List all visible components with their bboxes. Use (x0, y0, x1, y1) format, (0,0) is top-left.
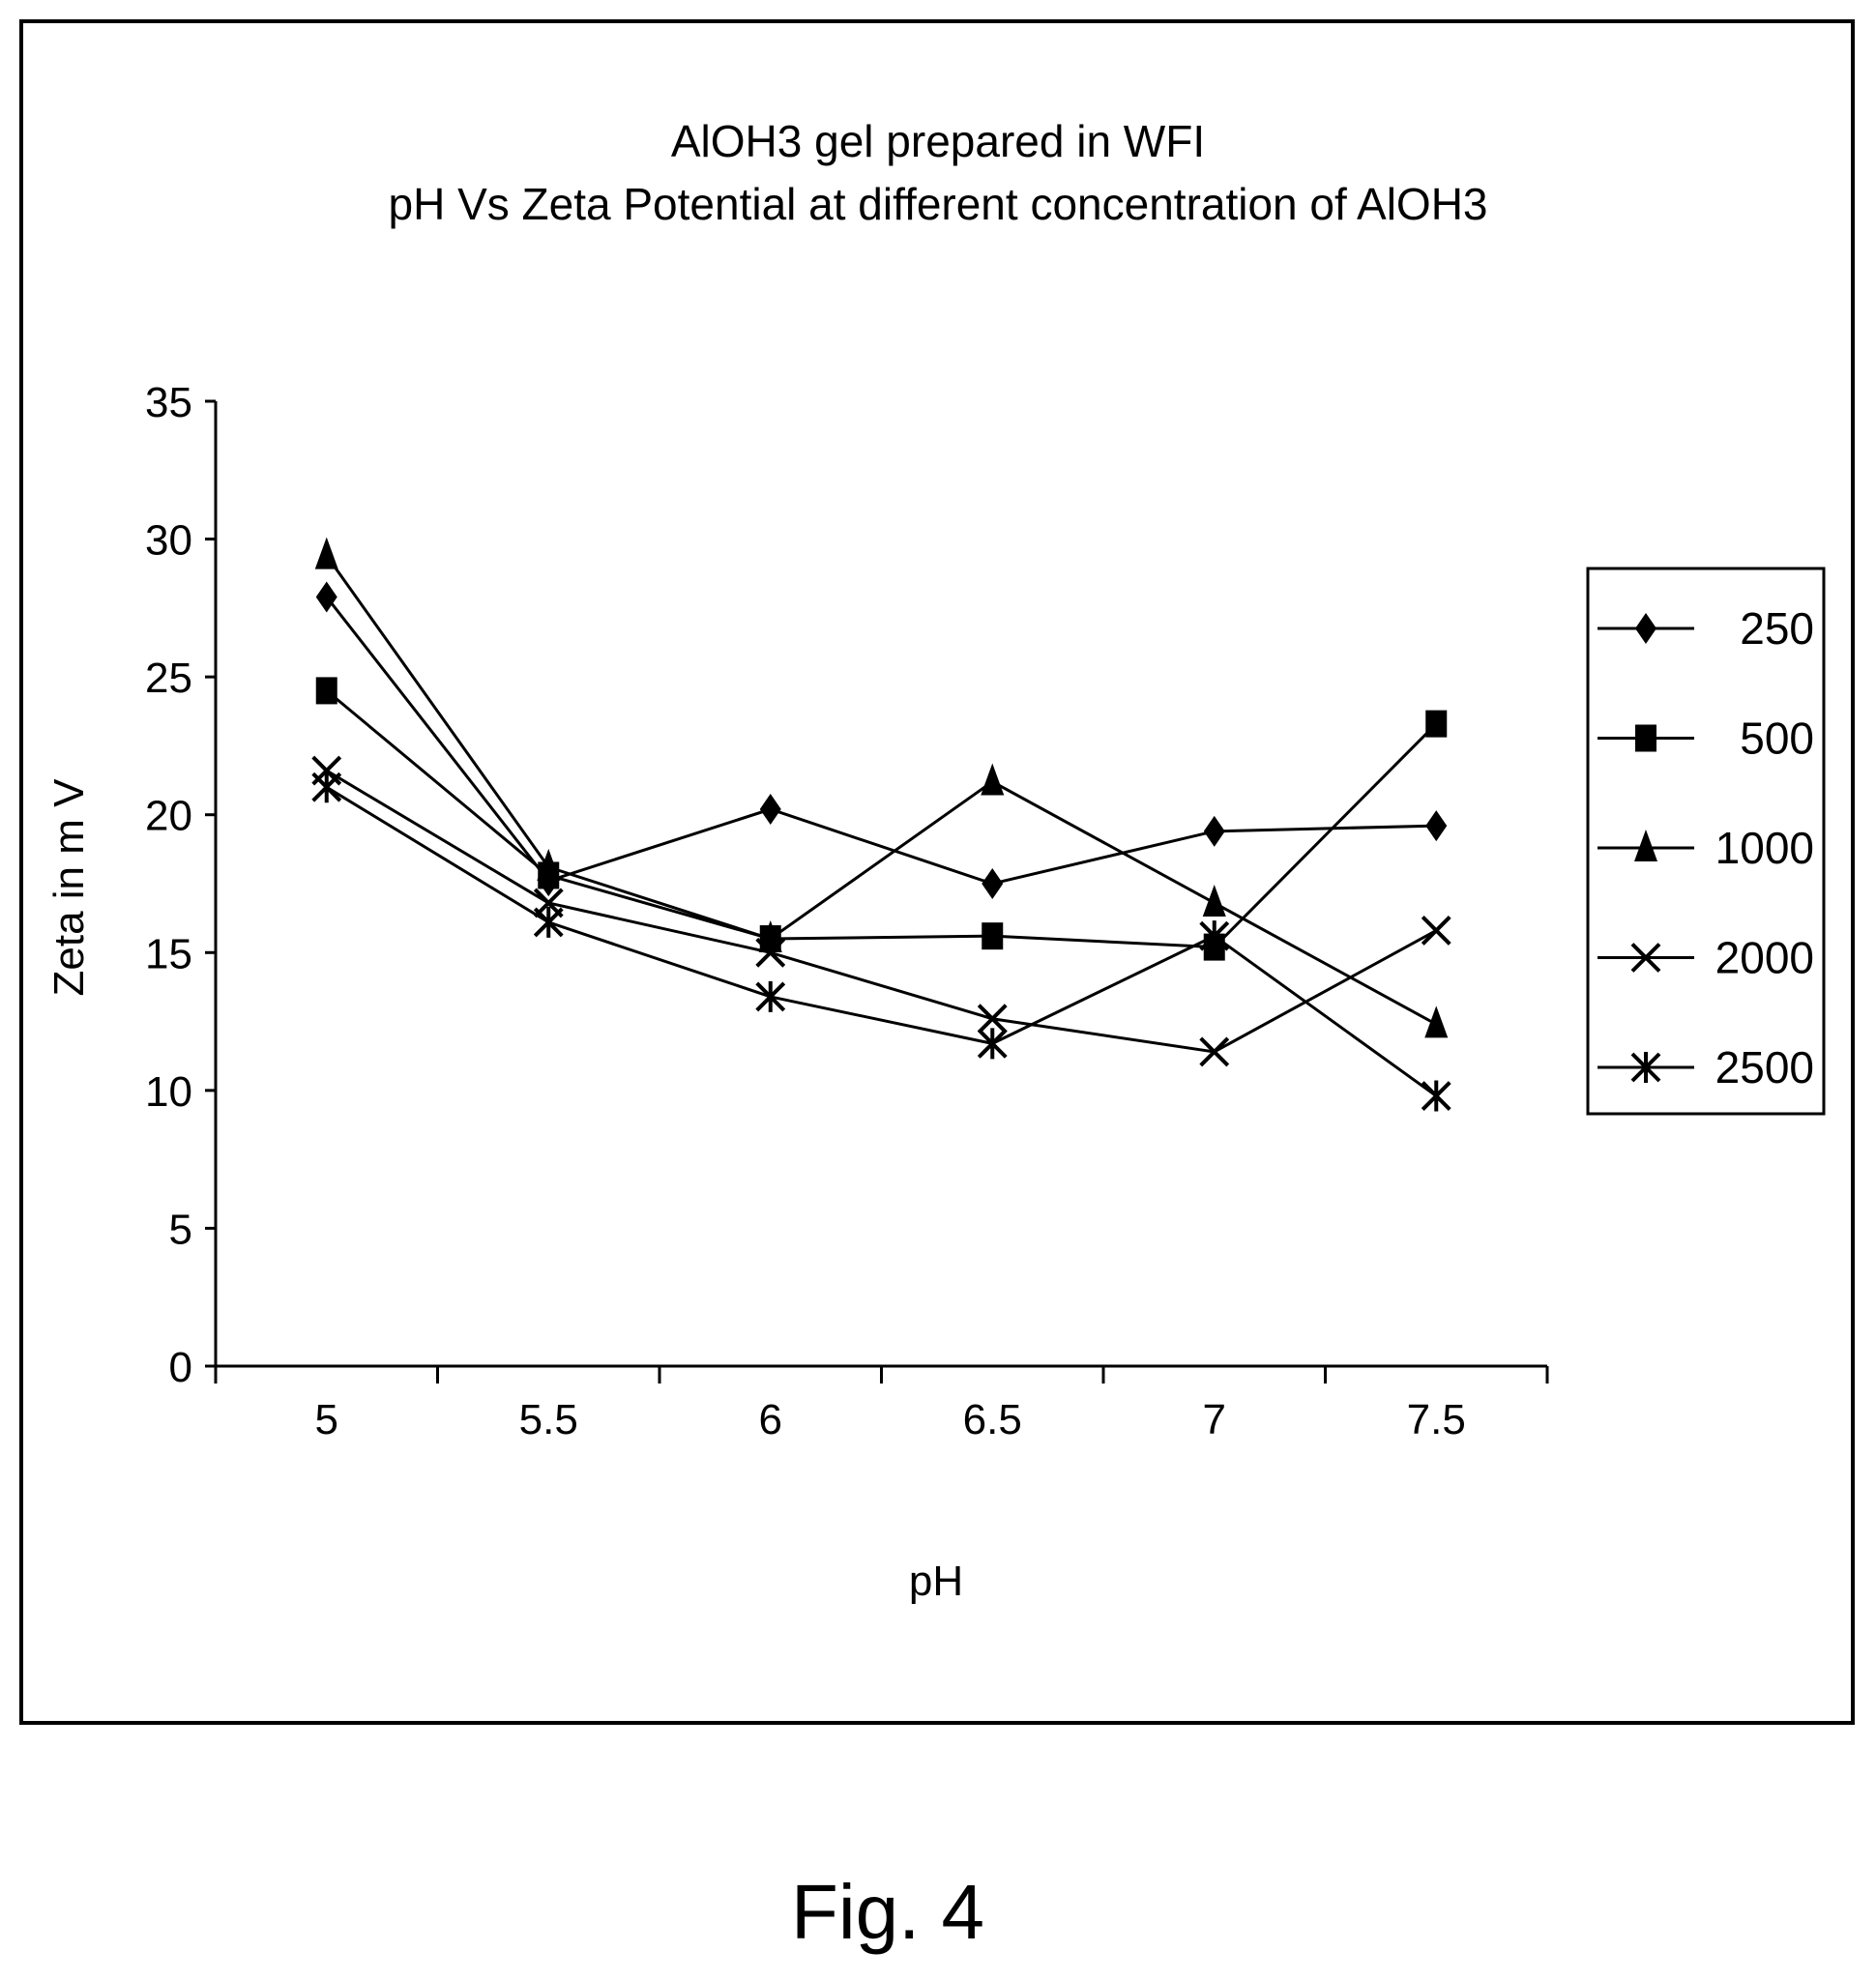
x-tick-label: 7.5 (1407, 1396, 1466, 1443)
y-tick-label: 25 (145, 655, 192, 702)
x-tick-label: 5 (315, 1396, 338, 1443)
data-point (977, 1004, 1008, 1034)
x-axis-label: pH (909, 1558, 963, 1605)
data-point (755, 937, 786, 968)
legend-label: 2500 (1715, 1042, 1814, 1092)
y-tick-label: 35 (145, 379, 192, 426)
data-point (977, 1028, 1008, 1060)
series-line (325, 689, 1438, 949)
data-point (1421, 916, 1451, 946)
data-point (1199, 920, 1230, 952)
data-point (755, 980, 786, 1012)
chart-title-line2: pH Vs Zeta Potential at different concen… (388, 179, 1487, 229)
legend-item-1000: 1000 (1598, 823, 1814, 873)
x-tick-label: 6.5 (963, 1396, 1022, 1443)
chart-frame (19, 19, 1855, 1725)
data-point (1199, 1036, 1230, 1067)
legend-marker (1635, 613, 1656, 644)
y-tick-label: 5 (169, 1206, 192, 1253)
data-point (315, 581, 337, 613)
data-point (1425, 710, 1448, 738)
data-point (1421, 1080, 1451, 1112)
series-line (325, 596, 1437, 886)
series-1000 (314, 537, 1449, 1038)
legend-label: 250 (1740, 603, 1814, 654)
data-point (982, 868, 1004, 899)
series-line (325, 785, 1438, 1097)
data-point (981, 763, 1005, 796)
legend-marker (1634, 830, 1657, 861)
series-2500 (311, 772, 1451, 1112)
legend-box (1586, 567, 1826, 1116)
data-point (537, 848, 561, 881)
data-point (314, 537, 338, 569)
data-point (1425, 810, 1448, 842)
legend-label: 2000 (1715, 933, 1814, 983)
chart-title-line1: AlOH3 gel prepared in WFI (671, 116, 1205, 166)
legend: 250 500 1000 2000 2500 (1586, 567, 1826, 1116)
y-axis-label: Zeta in m V (45, 778, 93, 997)
y-tick-label: 20 (145, 793, 192, 840)
data-point (1203, 815, 1225, 847)
legend-item-500: 500 (1598, 714, 1814, 764)
series-250 (315, 581, 1448, 899)
x-tick-label: 7 (1203, 1396, 1226, 1443)
data-point (982, 922, 1004, 950)
legend-marker (1630, 943, 1661, 973)
data-point (311, 772, 342, 803)
legend-label: 500 (1740, 714, 1814, 764)
legend-marker (1635, 724, 1656, 752)
x-tick-label: 5.5 (519, 1396, 578, 1443)
x-tick-label: 6 (759, 1396, 782, 1443)
y-tick-label: 15 (145, 930, 192, 977)
plot-area: 0 5 10 15 20 25 30 35 5 5.5 6 6.5 7 7.5 (145, 379, 1549, 1443)
data-point (533, 906, 564, 938)
legend-marker (1630, 1052, 1661, 1083)
data-point (759, 794, 781, 826)
data-point (1424, 1005, 1449, 1038)
y-tick-label: 30 (145, 517, 192, 565)
y-tick-label: 0 (169, 1344, 192, 1391)
y-tick-label: 10 (145, 1068, 192, 1116)
legend-item-250: 250 (1598, 603, 1814, 654)
figure-caption: Fig. 4 (791, 1869, 984, 1955)
legend-label: 1000 (1715, 823, 1814, 873)
series-line (325, 769, 1437, 1054)
legend-item-2000: 2000 (1598, 933, 1814, 983)
series-line (325, 554, 1437, 1026)
data-point (1202, 884, 1226, 917)
legend-item-2500: 2500 (1598, 1042, 1814, 1092)
data-point (315, 677, 337, 705)
